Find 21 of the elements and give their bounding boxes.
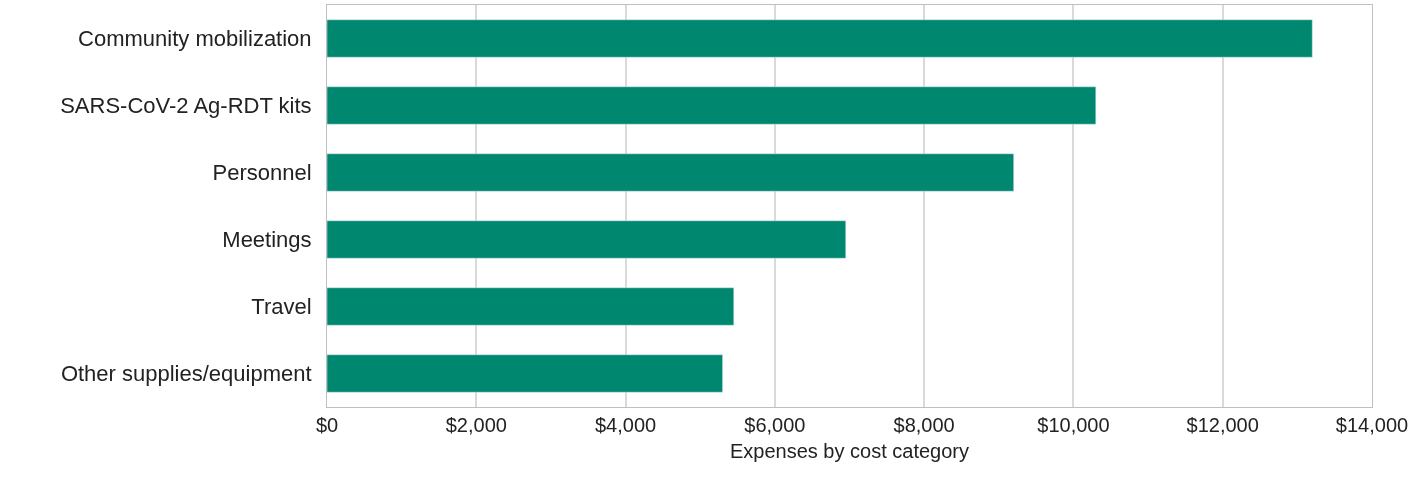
x-tick-label: $8,000 bbox=[893, 414, 955, 436]
x-tick-label: $4,000 bbox=[594, 414, 657, 436]
x-tick-label: $14,000 bbox=[1335, 414, 1409, 436]
bar bbox=[327, 287, 735, 326]
y-tick-label: Other supplies/equipment bbox=[60, 361, 312, 387]
y-tick-label: Meetings bbox=[222, 227, 312, 253]
bar bbox=[327, 153, 1014, 192]
x-tick-label: $12,000 bbox=[1186, 414, 1259, 436]
y-tick-label: Community mobilization bbox=[78, 26, 312, 52]
x-axis-title: Expenses by cost category bbox=[729, 439, 970, 462]
bar bbox=[327, 86, 1097, 125]
x-tick-label: $2,000 bbox=[445, 414, 507, 436]
bar bbox=[327, 19, 1313, 58]
x-tick-label: $6,000 bbox=[744, 414, 806, 436]
bar bbox=[327, 220, 847, 259]
bar bbox=[327, 354, 723, 393]
y-tick-label: Personnel bbox=[212, 160, 312, 186]
x-tick-label: $0 bbox=[315, 414, 339, 436]
y-tick-label: SARS-CoV-2 Ag-RDT kits bbox=[60, 93, 312, 119]
x-tick-label: $10,000 bbox=[1037, 414, 1110, 436]
y-tick-label: Travel bbox=[251, 294, 312, 320]
